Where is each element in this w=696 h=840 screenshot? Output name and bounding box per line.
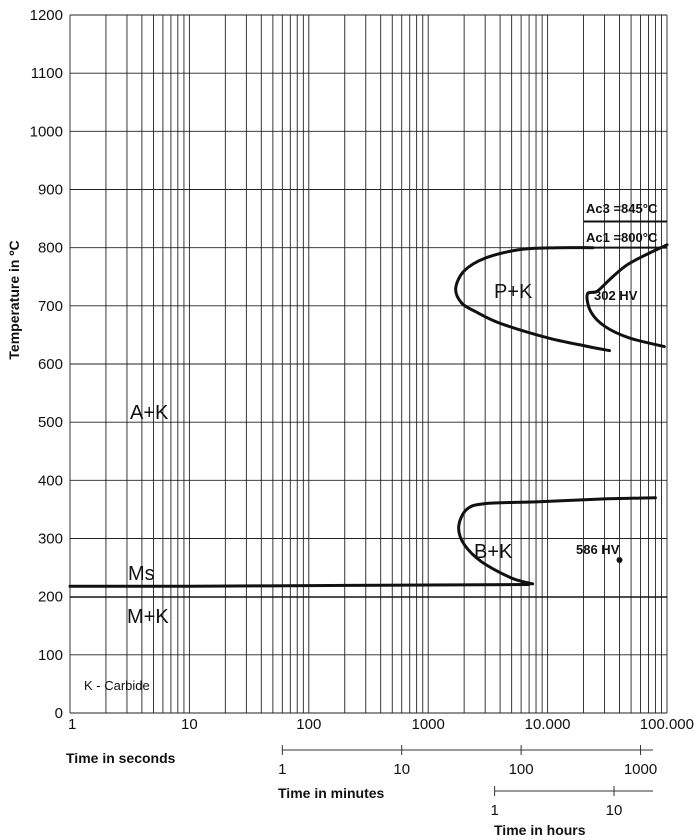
secondary-axis-tick-label: 10 — [393, 761, 410, 778]
tick-labels: 0100200300400500600700800900100011001200… — [30, 7, 694, 733]
ms-label: Ms — [128, 563, 155, 585]
y-tick-label: 200 — [38, 589, 63, 606]
region-label-p-k: P+K — [494, 281, 533, 303]
ac3-label: Ac3 =845°C — [586, 201, 658, 216]
y-tick-label: 300 — [38, 531, 63, 548]
secondary-axis-tick-label: 1 — [490, 802, 498, 819]
ac1-label: Ac1 =800°C — [586, 230, 658, 245]
annotation-586hv: 586 HV — [576, 542, 620, 557]
y-tick-label: 1200 — [30, 7, 63, 24]
secondary-axis-tick-label: 10 — [606, 802, 623, 819]
annotation-k-carbide: K - Carbide — [84, 678, 150, 693]
curves — [68, 243, 669, 588]
y-tick-label: 1100 — [31, 65, 63, 82]
region-label-b-k: B+K — [474, 541, 513, 563]
region-label-a-k: A+K — [130, 402, 169, 424]
x-tick-label: 100 — [296, 716, 321, 733]
x-tick-label: 1000 — [412, 716, 445, 733]
hardness-point — [616, 557, 623, 564]
y-tick-label: 100 — [38, 647, 63, 664]
y-tick-label: 600 — [38, 356, 63, 373]
secondary-axis-tick-label: 1000 — [624, 761, 657, 778]
x-tick-label: 1 — [68, 716, 76, 733]
y-tick-label: 400 — [38, 472, 63, 489]
region-label-m-k: M+K — [127, 606, 169, 628]
y-axis-title: Temperature in ºC — [6, 240, 22, 359]
hours-axis: 1 10 — [490, 786, 653, 819]
minutes-axis: 1 10 100 1000 — [278, 745, 657, 778]
transformation-curve-2 — [585, 243, 669, 349]
x-axis-title-seconds: Time in seconds — [66, 750, 176, 766]
transformation-curve-4 — [68, 583, 531, 588]
x-axis-title-hours: Time in hours — [494, 822, 586, 838]
x-axis-title-minutes: Time in minutes — [278, 785, 385, 801]
y-tick-label: 700 — [38, 298, 63, 315]
secondary-axis-tick-label: 1 — [278, 761, 286, 778]
reference-lines — [70, 220, 667, 598]
transformation-curve-1 — [454, 246, 611, 353]
y-tick-label: 1000 — [30, 123, 63, 140]
x-tick-label: 10 — [181, 716, 198, 733]
secondary-axis-tick-label: 100 — [509, 761, 534, 778]
x-tick-label: 10.000 — [525, 716, 571, 733]
y-tick-label: 800 — [38, 240, 63, 257]
transformation-curve-3 — [457, 496, 657, 586]
y-tick-label: 900 — [38, 182, 63, 199]
x-tick-label: 100.000 — [640, 716, 694, 733]
y-tick-label: 0 — [55, 705, 63, 722]
annotation-302hv: 302 HV — [594, 288, 638, 303]
y-tick-label: 500 — [38, 414, 63, 431]
